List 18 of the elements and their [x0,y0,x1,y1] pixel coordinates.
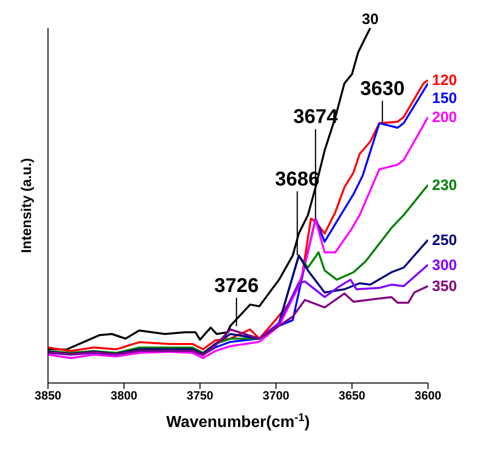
x-tick-label: 3600 [414,388,442,403]
y-axis-title: Intensity (a.u.) [18,158,34,253]
x-tick-label: 3850 [34,388,62,403]
x-tick-label: 3800 [110,388,138,403]
series-label: 250 [432,232,458,249]
series-label: 120 [432,72,458,90]
series-label: 200 [432,109,458,126]
x-axis-title: Wavenumber(cm$^{-1}$) [166,412,310,431]
annotation: 3630 [360,78,405,100]
series-label: 230 [432,176,458,194]
series-label: 150 [432,90,458,108]
series-label: 300 [432,256,458,274]
x-tick-label: 3650 [338,388,366,403]
series-label: 350 [432,278,458,296]
x-tick-label: 3700 [262,388,290,403]
series-label: 30 [362,11,379,28]
x-tick-label: 3750 [186,388,214,403]
annotation: 3726 [214,274,259,297]
